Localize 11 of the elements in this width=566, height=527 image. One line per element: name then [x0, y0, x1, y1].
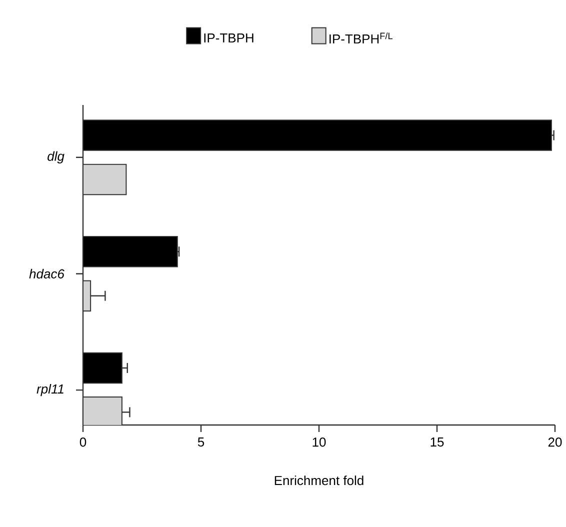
y-tick-label: hdac6 [29, 268, 64, 278]
x-tick-label: 5 [198, 438, 204, 447]
legend-label: IP-TBPH$^{F/L}$ [330, 32, 392, 44]
x-tick-label: 15 [430, 438, 444, 447]
x-tick-label: 10 [312, 438, 326, 447]
legend-label: IP-TBPH [204, 33, 254, 42]
x-axis-title: Enrichment fold [274, 476, 364, 486]
y-tick-label: rpl11 [36, 384, 64, 396]
y-tick-label: dlg [48, 151, 64, 164]
x-tick-label: 0 [80, 438, 86, 447]
x-tick-label: 20 [548, 438, 562, 447]
